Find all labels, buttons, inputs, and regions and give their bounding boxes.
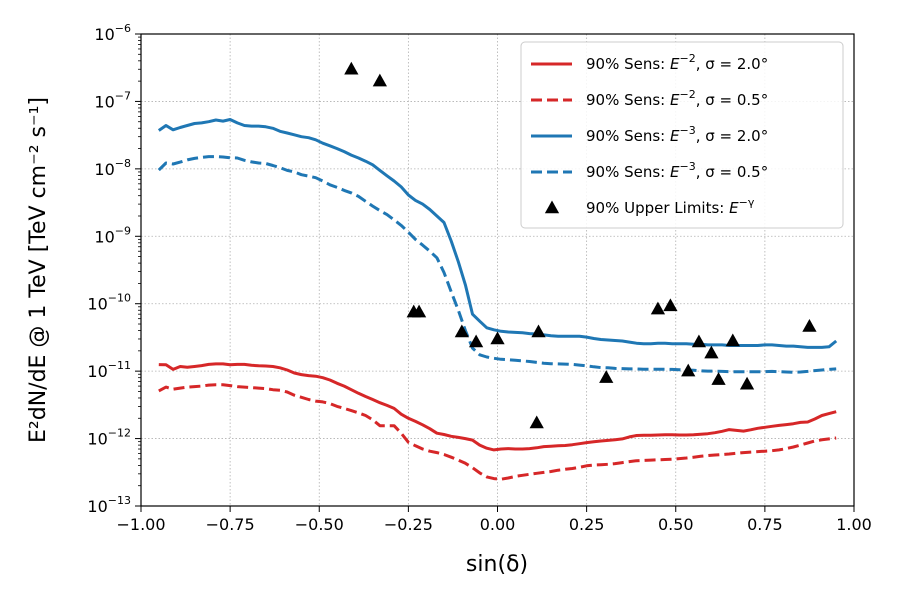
upper-limit-marker [739,376,755,390]
legend-label-prefix: 90% Upper Limits: [586,199,729,217]
upper-limit-marker [344,61,359,75]
legend-label-prefix: 90% Sens: [586,91,670,109]
legend-label-prefix: 90% Sens: [586,163,670,181]
upper-limit-marker [802,318,817,332]
legend-label-0: 90% Sens: E−2, σ = 2.0° [586,52,768,73]
legend-label-variable: E [670,127,680,145]
x-axis-ticks: −1.00 −0.75 −0.50 −0.25 0.00 0.25 0.50 0.75 1.00 [116,506,872,534]
x-tick-label: −0.75 [206,515,255,534]
x-tick-label: 1.00 [836,515,872,534]
legend-label-exponent: −γ [739,196,755,209]
legend-label-exponent: −3 [680,160,696,173]
y-tick-base: 10 [87,430,107,449]
x-axis-label: sin(δ) [466,552,528,577]
legend-label-exponent: −3 [680,124,696,137]
series-line-3 [157,155,837,374]
series-group [157,118,838,481]
y-tick-base: 10 [87,362,107,381]
y-tick-label: 10−8 [94,157,131,179]
legend-label-1: 90% Sens: E−2, σ = 0.5° [586,88,768,109]
legend-label-suffix: , σ = 0.5° [696,91,769,109]
upper-limit-marker [650,301,666,315]
series-line-0 [158,362,837,452]
x-tick-label: 0.00 [480,515,516,534]
series-line-2 [157,118,838,349]
upper-limit-marker [531,324,546,338]
legend-label-suffix: , σ = 0.5° [696,163,769,181]
y-tick-label: 10−6 [94,22,131,44]
y-tick-label: 10−10 [87,292,131,314]
x-tick-label: 0.25 [569,515,605,534]
upper-limit-marker [711,372,726,385]
legend-label-variable: E [670,55,680,73]
legend-label-3: 90% Sens: E−3, σ = 0.5° [586,160,768,181]
legend-swatch-marker [544,200,560,214]
upper-limit-marker [691,334,707,348]
y-tick-exponent: −11 [108,359,131,372]
legend-box [520,41,844,229]
y-tick-exponent: −13 [108,494,131,507]
legend-label-exponent: −2 [680,88,696,101]
legend-label-variable: E [670,163,680,181]
upper-limit-marker [372,73,387,87]
y-tick-base: 10 [94,25,114,44]
y-tick-label: 10−9 [94,224,131,246]
x-tick-label: −0.25 [384,515,433,534]
y-tick-exponent: −10 [108,292,131,305]
y-tick-label: 10−13 [87,494,131,516]
legend-label-variable: E [729,199,739,217]
x-tick-label: 0.50 [658,515,694,534]
y-tick-base: 10 [87,497,107,516]
upper-limit-marker [663,298,678,312]
legend-label-2: 90% Sens: E−3, σ = 2.0° [586,124,768,145]
y-tick-exponent: −12 [108,427,131,440]
y-axis-label: E²dN/dE @ 1 TeV [TeV cm⁻² s⁻¹] [26,97,51,443]
upper-limit-marker [454,324,469,338]
x-tick-label: −1.00 [116,515,165,534]
y-tick-exponent: −6 [115,22,131,35]
legend-label-suffix: , σ = 2.0° [696,127,769,145]
upper-limit-markers [344,61,817,429]
y-tick-label: 10−12 [87,427,131,449]
upper-limit-marker [725,333,740,347]
legend-label-suffix: , σ = 2.0° [696,55,769,73]
upper-limit-marker [681,363,696,377]
legend-label-exponent: −2 [680,52,696,65]
y-tick-exponent: −8 [115,157,131,170]
series-line-1 [158,383,837,481]
x-tick-label: 0.75 [747,515,783,534]
upper-limit-marker [704,345,719,359]
legend-label-prefix: 90% Sens: [586,127,670,145]
y-tick-base: 10 [94,160,114,179]
upper-limit-marker [490,331,505,345]
y-tick-label: 10−11 [87,359,131,381]
x-tick-label: −0.50 [295,515,344,534]
legend-label-variable: E [670,91,680,109]
y-tick-exponent: −7 [115,89,131,102]
y-tick-exponent: −9 [115,224,131,237]
upper-limit-marker [529,415,544,429]
y-tick-base: 10 [87,295,107,314]
legend-label-4: 90% Upper Limits: E−γ [586,196,755,217]
upper-limit-marker [411,304,427,318]
y-tick-base: 10 [94,227,114,246]
upper-limit-marker [468,334,484,348]
legend: 90% Sens: E−2, σ = 2.0°90% Sens: E−2, σ … [520,41,844,229]
upper-limit-marker [599,370,614,383]
legend-label-prefix: 90% Sens: [586,55,670,73]
y-tick-base: 10 [94,92,114,111]
y-tick-label: 10−7 [94,89,131,111]
